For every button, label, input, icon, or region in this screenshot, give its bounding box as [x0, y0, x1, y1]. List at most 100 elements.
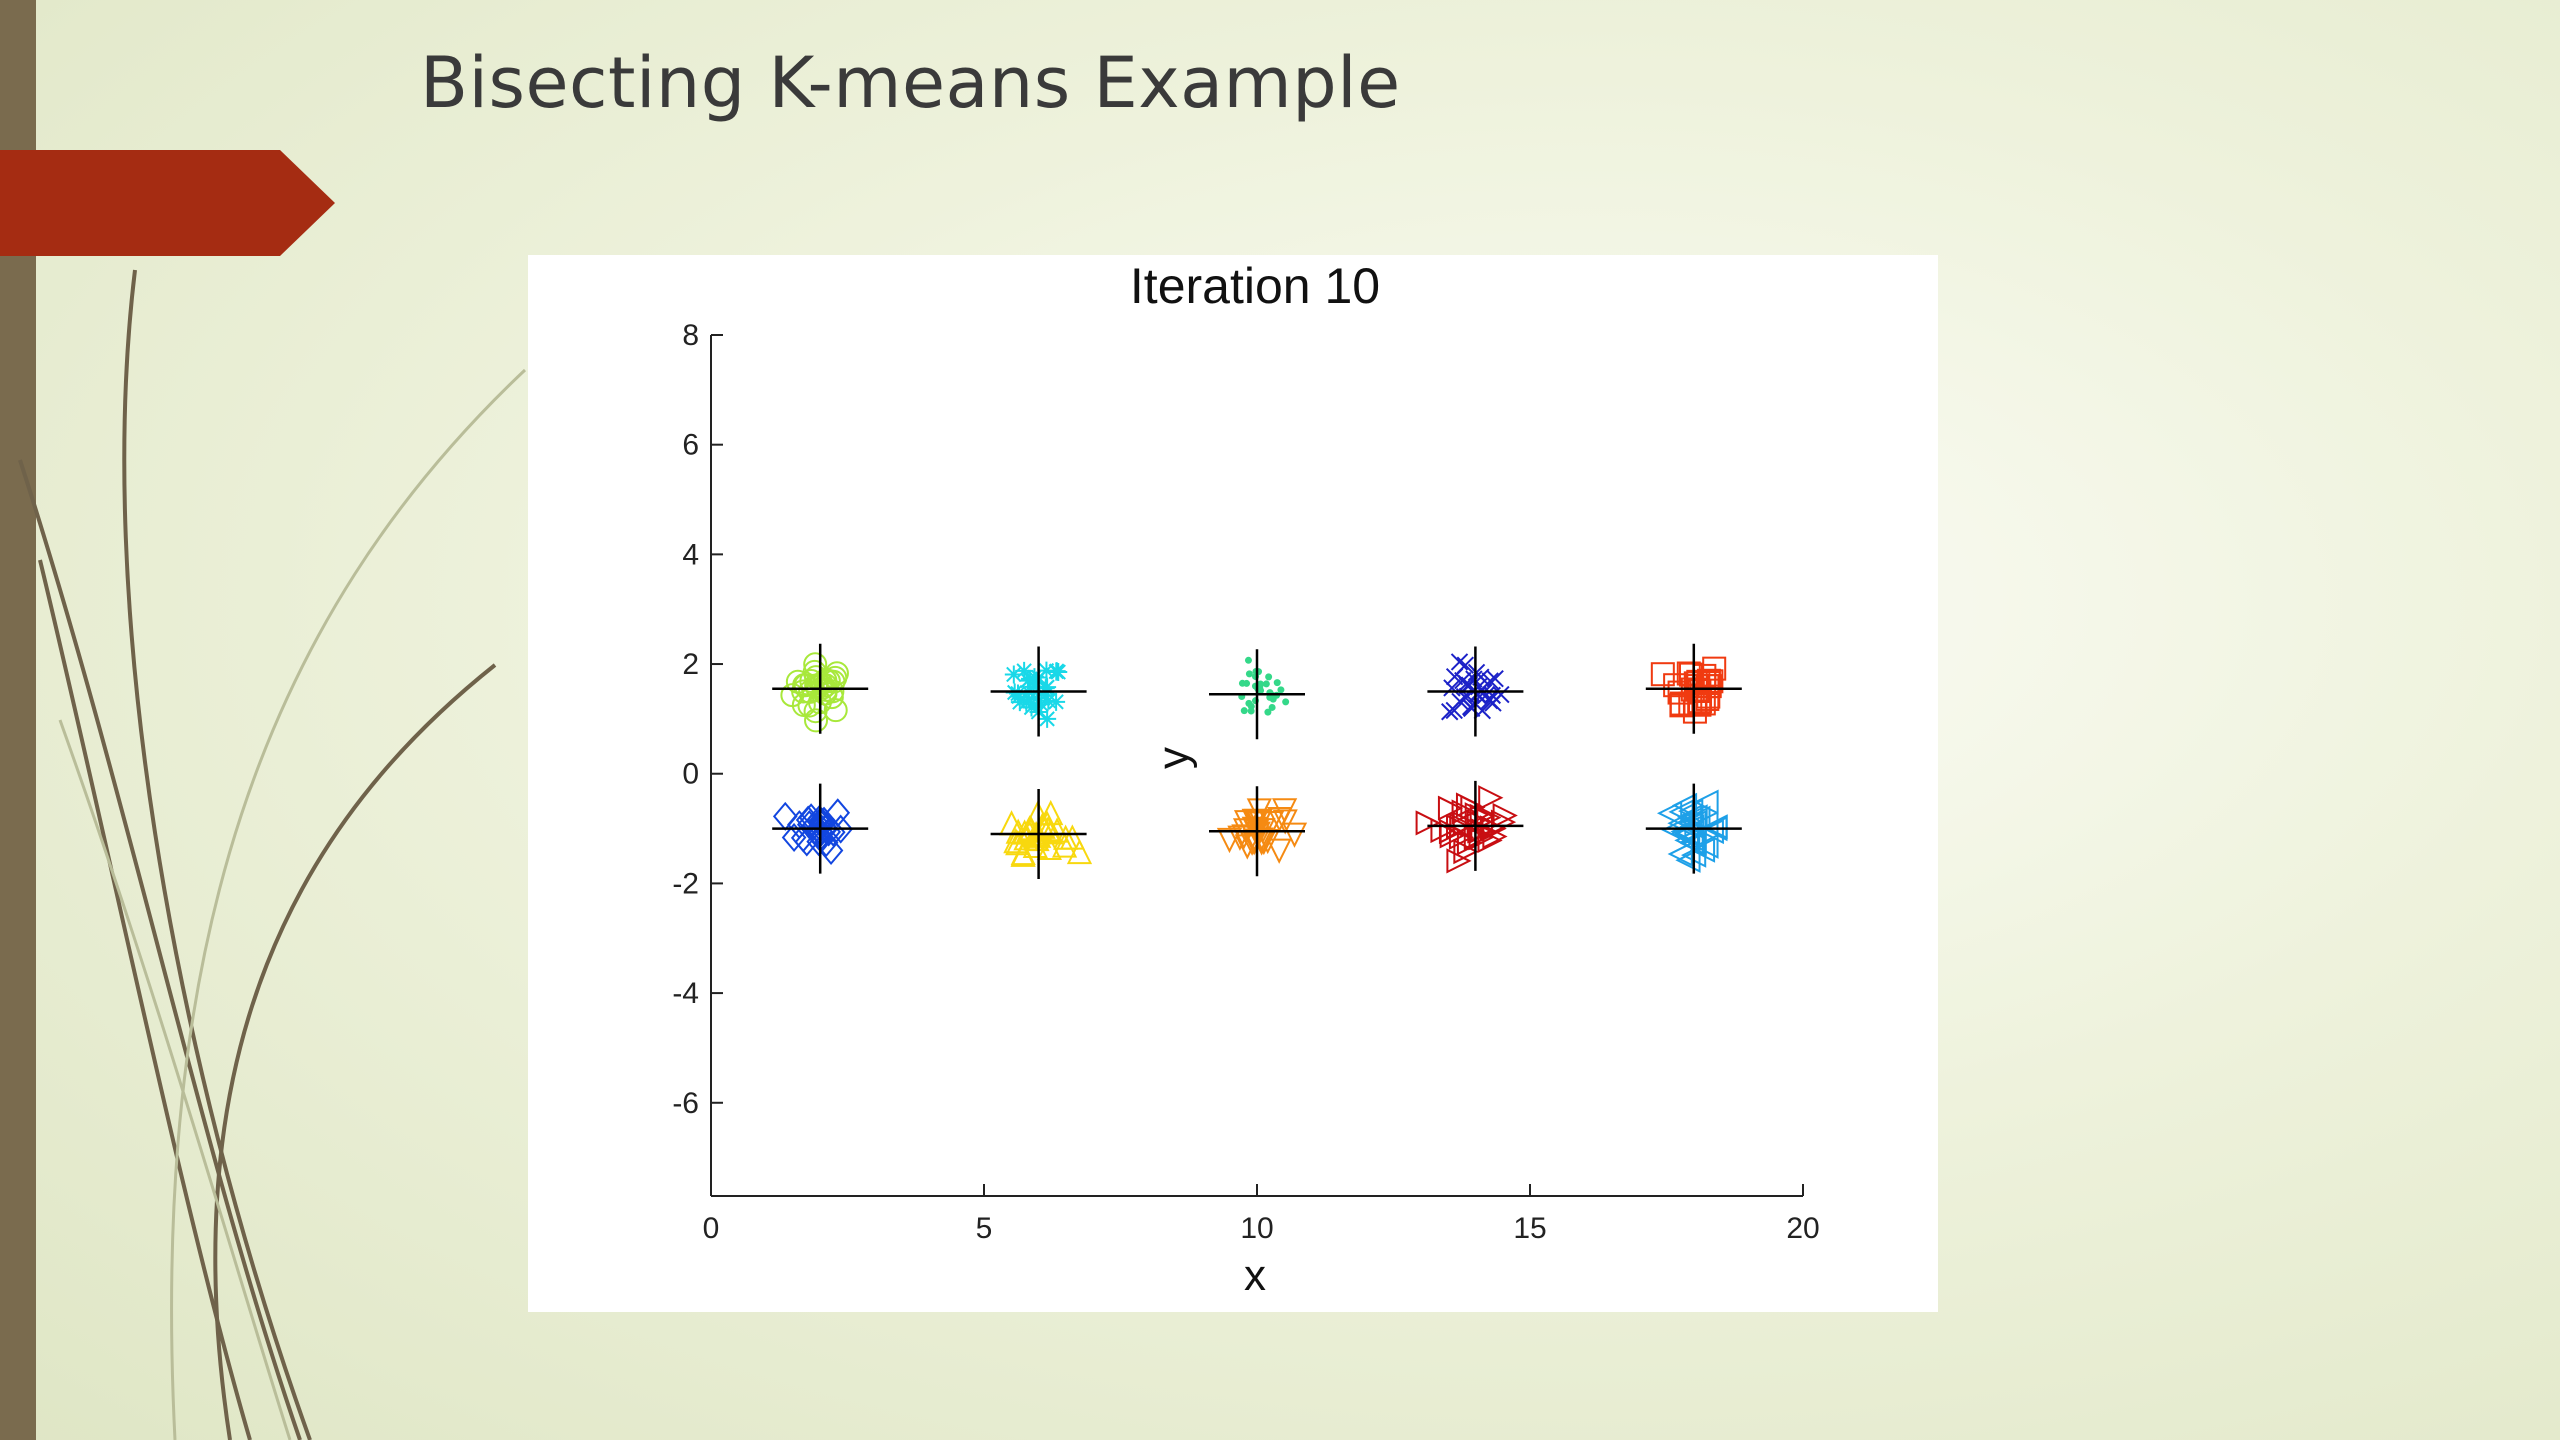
- data-point: [1675, 847, 1701, 873]
- data-point: [1702, 814, 1728, 840]
- data-point: [1231, 824, 1257, 850]
- data-point: [1656, 800, 1683, 826]
- data-point: [1676, 804, 1703, 830]
- slide-title: Bisecting K-means Example: [420, 42, 1401, 124]
- data-point: [1445, 667, 1464, 686]
- data-point: [785, 669, 810, 694]
- data-point: [1693, 833, 1719, 859]
- data-point: [1047, 692, 1066, 711]
- data-point: [1446, 848, 1472, 874]
- data-point: [1044, 817, 1070, 843]
- data-point: [1678, 691, 1703, 716]
- data-point: [1269, 695, 1277, 703]
- data-point: [1051, 832, 1078, 858]
- data-point: [1032, 695, 1051, 714]
- centroid-marker: [1645, 643, 1742, 734]
- data-point: [1240, 707, 1248, 715]
- data-point: [1281, 822, 1308, 848]
- data-point: [1015, 661, 1034, 680]
- decorative-curves: [18, 269, 527, 1440]
- data-point: [1684, 674, 1709, 699]
- data-point: [1010, 841, 1036, 867]
- figure-panel: Iteration 10 0 5 10 15 20 -6 -4 -2 0 2 4 6 8 x y: [528, 255, 1938, 1312]
- data-point: [1669, 693, 1694, 718]
- data-point: [818, 835, 844, 866]
- data-point: [1265, 673, 1273, 681]
- data-point: [1462, 699, 1481, 718]
- data-point: [813, 668, 838, 693]
- data-point: [1678, 798, 1704, 824]
- data-point: [781, 822, 807, 853]
- data-point: [791, 693, 816, 718]
- y-tick-label: -2: [672, 867, 699, 900]
- data-point: [1271, 798, 1298, 824]
- data-point: [1273, 679, 1281, 687]
- title-accent-arrow: [0, 150, 335, 256]
- x-axis-label: x: [1244, 1251, 1266, 1300]
- data-point: [1038, 799, 1064, 826]
- data-point: [1268, 703, 1276, 711]
- x-tick-label: 10: [1240, 1212, 1273, 1245]
- y-tick-label: 2: [682, 648, 699, 681]
- data-point: [1671, 792, 1698, 818]
- data-point: [823, 698, 848, 723]
- data-point: [1025, 668, 1044, 687]
- data-point: [1244, 656, 1252, 664]
- data-point: [1277, 686, 1285, 694]
- data-point: [1415, 810, 1441, 836]
- x-tick-label: 20: [1786, 1212, 1819, 1245]
- data-point: [1282, 698, 1290, 706]
- data-point: [1473, 701, 1492, 720]
- centroid-marker: [772, 783, 869, 874]
- x-tick-label: 0: [703, 1212, 720, 1245]
- chart-title: Iteration 10: [1130, 258, 1380, 314]
- data-point: [1256, 680, 1264, 688]
- data-point: [1272, 809, 1298, 835]
- data-point: [809, 671, 834, 696]
- centroid-marker: [1209, 649, 1305, 740]
- data-point: [1697, 674, 1722, 699]
- data-point: [1017, 815, 1043, 841]
- data-point: [1022, 698, 1041, 717]
- data-point: [1247, 707, 1255, 715]
- data-point: [1243, 679, 1251, 687]
- data-point: [804, 708, 829, 733]
- data-point: [1262, 680, 1270, 688]
- data-point: [1003, 827, 1029, 854]
- data-point: [1010, 693, 1029, 712]
- data-point: [813, 814, 838, 844]
- y-tick-label: 6: [682, 429, 699, 462]
- data-point: [1481, 672, 1499, 690]
- data-point: [1012, 819, 1038, 845]
- centroid-marker: [1209, 786, 1305, 877]
- data-point: [1667, 841, 1693, 867]
- data-point: [1038, 709, 1057, 728]
- data-point: [1443, 679, 1461, 697]
- y-axis-label: y: [1149, 747, 1198, 769]
- data-point: [1233, 810, 1260, 836]
- data-point: [1266, 838, 1292, 864]
- centroid-marker: [990, 789, 1087, 880]
- scatter-plot: Iteration 10 0 5 10 15 20 -6 -4 -2 0 2 4 6 8 x y: [672, 258, 1819, 1300]
- data-point: [821, 669, 846, 694]
- data-point: [1038, 678, 1057, 697]
- data-point: [1486, 669, 1504, 688]
- data-point: [1689, 837, 1716, 863]
- data-point: [825, 798, 851, 828]
- data-point: [809, 807, 835, 837]
- data-point: [1241, 808, 1267, 835]
- data-point: [1004, 665, 1023, 684]
- centroid-marker: [1427, 646, 1524, 737]
- centroid-marker: [990, 646, 1087, 737]
- data-point: [1245, 670, 1253, 678]
- data-point: [803, 699, 828, 724]
- data-point: [1264, 708, 1272, 716]
- data-point: [1066, 838, 1093, 865]
- data-point: [1661, 817, 1687, 843]
- y-tick-label: 8: [682, 319, 699, 352]
- y-tick-label: 4: [682, 538, 699, 571]
- data-point: [1450, 653, 1469, 671]
- data-point: [1021, 669, 1040, 688]
- data-point: [1009, 684, 1028, 703]
- x-tick-label: 15: [1513, 1212, 1546, 1245]
